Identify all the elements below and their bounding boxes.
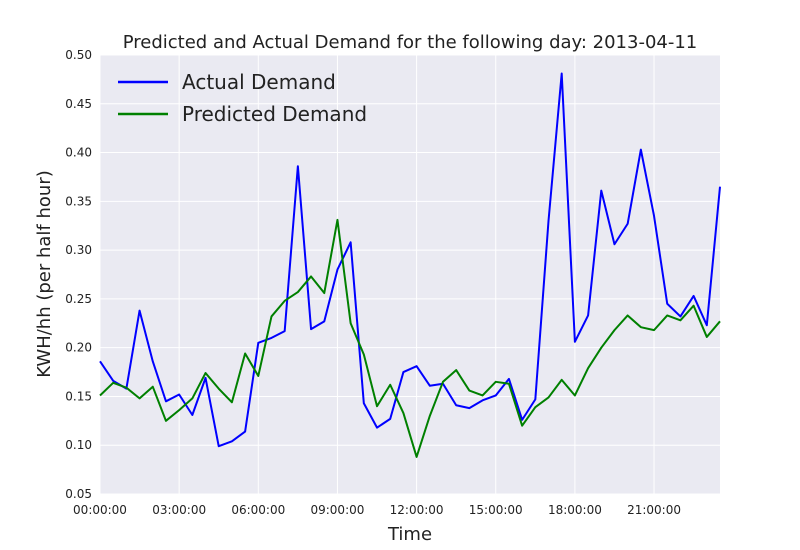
y-tick-label: 0.50: [65, 48, 92, 62]
legend-label: Predicted Demand: [182, 102, 367, 126]
legend: Actual Demand Predicted Demand: [118, 70, 367, 126]
series-layer: [99, 72, 721, 458]
x-tick-label: 12:00:00: [390, 503, 444, 517]
y-tick-label: 0.35: [65, 194, 92, 208]
chart-title: Predicted and Actual Demand for the foll…: [123, 32, 698, 53]
x-axis-ticks: 00:00:00 03:00:00 06:00:00 09:00:00 12:00:00…: [73, 503, 681, 517]
y-tick-label: 0.25: [65, 292, 92, 306]
y-tick-label: 0.15: [65, 389, 92, 403]
y-tick-label: 0.20: [65, 341, 92, 355]
y-tick-label: 0.30: [65, 243, 92, 257]
series-line-actual-demand: [99, 72, 721, 448]
y-tick-label: 0.05: [65, 487, 92, 501]
x-tick-label: 00:00:00: [73, 503, 127, 517]
y-tick-label: 0.40: [65, 146, 92, 160]
plot-area: [100, 55, 720, 494]
x-tick-label: 09:00:00: [310, 503, 364, 517]
x-axis-title: Time: [387, 524, 432, 545]
x-tick-label: 21:00:00: [627, 503, 681, 517]
y-axis-title: KWH/hh (per half hour): [34, 170, 55, 378]
series-line-predicted-demand: [99, 218, 721, 458]
y-axis-ticks: 0.05 0.10 0.15 0.20 0.25 0.30 0.35 0.40 0.45 0.50: [65, 48, 92, 501]
grid-lines: [99, 54, 720, 495]
x-tick-label: 03:00:00: [152, 503, 206, 517]
x-tick-label: 06:00:00: [231, 503, 285, 517]
y-tick-label: 0.10: [65, 438, 92, 452]
x-tick-label: 15:00:00: [469, 503, 523, 517]
y-tick-label: 0.45: [65, 97, 92, 111]
legend-label: Actual Demand: [182, 70, 336, 94]
x-tick-label: 18:00:00: [548, 503, 602, 517]
